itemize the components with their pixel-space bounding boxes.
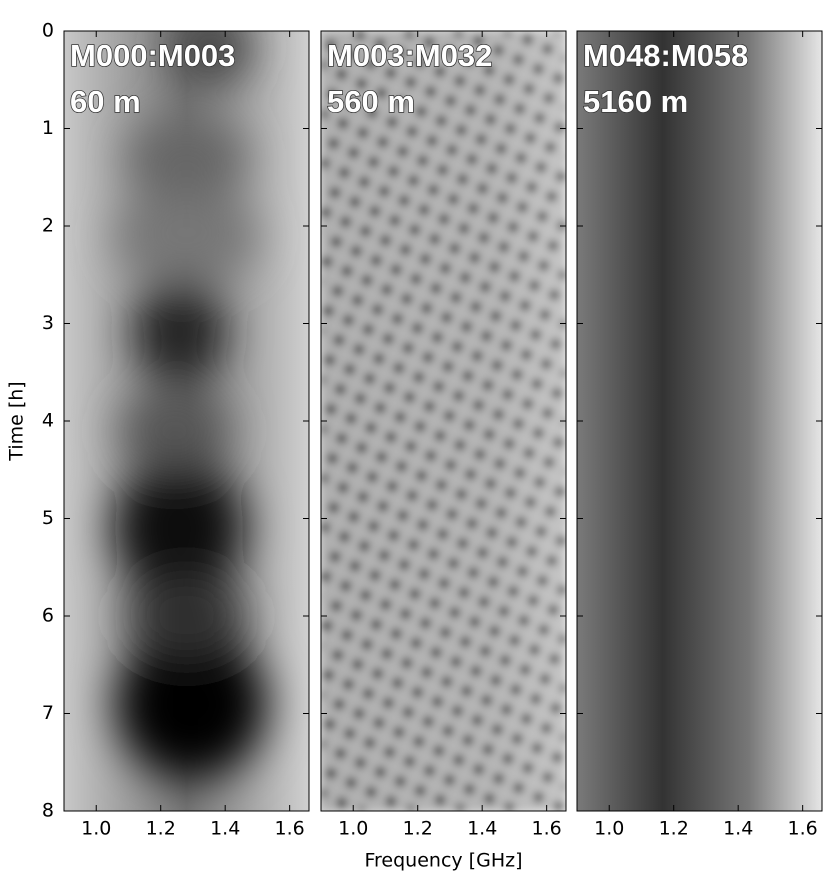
blob — [116, 190, 257, 281]
blob — [114, 458, 245, 599]
x-tick-label: 1.2 — [146, 818, 176, 840]
y-tick-label: 3 — [42, 312, 54, 334]
heatmap-image — [321, 31, 566, 811]
background — [577, 31, 822, 811]
x-tick-label: 1.6 — [788, 818, 818, 840]
y-tick-label: 8 — [42, 800, 54, 822]
x-tick-label: 1.4 — [467, 818, 497, 840]
y-tick-label: 6 — [42, 605, 54, 627]
y-tick-label: 2 — [42, 215, 54, 237]
x-tick-label: 1.2 — [659, 818, 689, 840]
y-tick-label: 1 — [42, 117, 54, 139]
y-axis-label: Time [h] — [6, 381, 28, 461]
panel: 1.0 1.2 1.4 1.6 0 1 2 3 4 5 6 7 8 M000:M003 60 m Time [… — [6, 20, 310, 840]
x-tick-label: 1.4 — [210, 818, 240, 840]
y-tick-label: 0 — [42, 20, 54, 42]
panel-label: M048:M058 — [583, 38, 748, 73]
panels: 1.0 1.2 1.4 1.6 0 1 2 3 4 5 6 7 8 M000:M003 60 m Time [… — [6, 20, 823, 872]
y-tick-label: 5 — [42, 507, 54, 529]
y-tick-label: 4 — [42, 410, 54, 432]
panel-label: M003:M032 — [327, 38, 492, 73]
x-axis-label: Frequency [GHz] — [364, 850, 522, 872]
x-tick-label: 1.0 — [81, 818, 111, 840]
y-tick-label: 7 — [42, 702, 54, 724]
x-tick-label: 1.2 — [403, 818, 433, 840]
blob — [119, 390, 230, 471]
blob — [116, 628, 267, 779]
x-tick-label: 1.0 — [338, 818, 368, 840]
panel: 1.0 1.2 1.4 1.6 M048:M058 5160 m — [576, 30, 823, 840]
blob — [126, 117, 247, 198]
panel: 1.0 1.2 1.4 1.6 M003:M032 560 m Frequency [GHz… — [320, 30, 567, 872]
blob — [134, 283, 225, 384]
blob — [171, 31, 251, 86]
panel-label: 60 m — [70, 84, 141, 119]
x-tick-label: 1.4 — [723, 818, 753, 840]
shade — [321, 31, 566, 811]
x-tick-label: 1.6 — [532, 818, 562, 840]
blobs — [114, 31, 267, 779]
blob — [126, 576, 247, 656]
panel-label: M000:M003 — [70, 38, 235, 73]
heatmap-image — [577, 31, 822, 811]
panel-label: 560 m — [327, 84, 415, 119]
x-tick-label: 1.0 — [594, 818, 624, 840]
panel-label: 5160 m — [583, 84, 688, 119]
heatmap-image — [64, 31, 309, 811]
x-tick-label: 1.6 — [275, 818, 305, 840]
